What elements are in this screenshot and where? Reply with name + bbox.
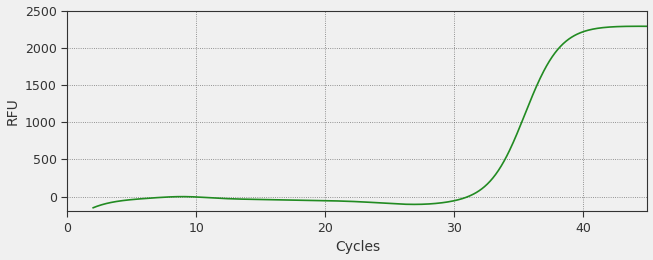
X-axis label: Cycles: Cycles: [335, 240, 380, 255]
Y-axis label: RFU: RFU: [6, 97, 20, 125]
